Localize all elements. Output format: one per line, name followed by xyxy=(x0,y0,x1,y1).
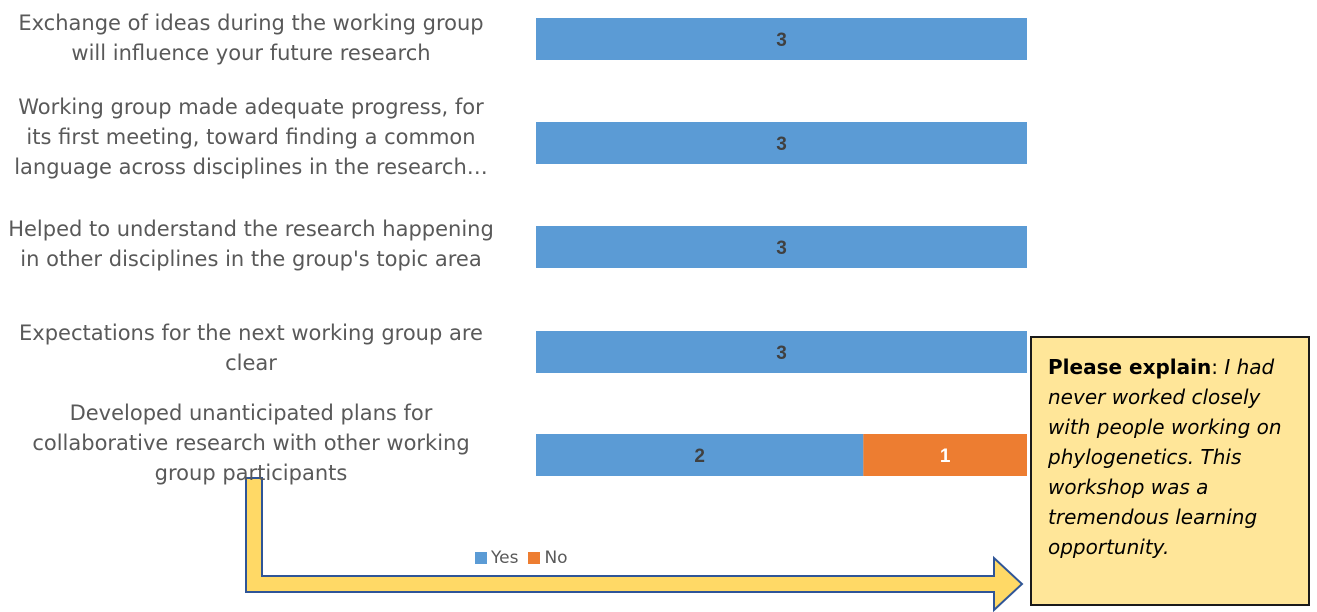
bar-yes-3 xyxy=(536,226,1027,268)
category-label-2: Working group made adequate progress, fo… xyxy=(0,92,511,182)
category-label-4: Expectations for the next working group … xyxy=(0,318,511,378)
bar-yes-1 xyxy=(536,18,1027,60)
category-label-line: its first meeting, toward finding a comm… xyxy=(26,125,476,149)
category-label-1: Exchange of ideas during the working gro… xyxy=(0,8,511,68)
data-label-yes-4: 3 xyxy=(776,343,787,364)
explanation-callout: Please explain: I had never worked close… xyxy=(1030,336,1310,606)
category-label-5: Developed unanticipated plans for collabo… xyxy=(0,398,511,488)
data-label-yes-3: 3 xyxy=(776,238,787,259)
callout-arrow xyxy=(245,477,1024,612)
bar-yes-4 xyxy=(536,331,1027,373)
legend-label-no: No xyxy=(544,548,568,568)
data-label-yes-1: 3 xyxy=(776,30,787,51)
legend: Yes No xyxy=(475,547,568,569)
category-label-line: Helped to understand the research happen… xyxy=(8,217,494,241)
category-label-line: group participants xyxy=(154,461,348,485)
category-label-line: in other disciplines in the group's topi… xyxy=(20,247,482,271)
category-label-3: Helped to understand the research happen… xyxy=(0,214,511,274)
category-label-line: Expectations for the next working group … xyxy=(19,321,483,345)
data-label-yes-2: 3 xyxy=(776,134,787,155)
legend-swatch-yes xyxy=(475,552,487,564)
callout-text: I had never worked closely with people w… xyxy=(1048,355,1282,559)
legend-item-no: No xyxy=(528,548,568,568)
category-label-line: language across disciplines in the resea… xyxy=(14,155,488,179)
legend-swatch-no xyxy=(528,552,541,564)
bar-yes-5 xyxy=(536,434,864,476)
category-label-line: Exchange of ideas during the working gro… xyxy=(18,11,484,35)
callout-label: Please explain xyxy=(1048,355,1212,379)
bars-group: 3 3 3 3 2 1 xyxy=(536,18,1027,476)
callout-separator: : xyxy=(1211,355,1225,379)
category-label-line: will influence your future research xyxy=(71,41,431,65)
category-label-line: Working group made adequate progress, fo… xyxy=(18,95,484,119)
legend-item-yes: Yes xyxy=(475,548,518,568)
legend-label-yes: Yes xyxy=(491,548,519,568)
bar-no-5 xyxy=(863,434,1027,476)
category-label-line: Developed unanticipated plans for xyxy=(69,401,433,425)
bar-yes-2 xyxy=(536,122,1027,164)
category-label-line: clear xyxy=(225,351,277,375)
data-label-no-5: 1 xyxy=(940,446,951,467)
data-label-yes-5: 2 xyxy=(694,446,705,467)
category-label-line: collaborative research with other workin… xyxy=(32,431,470,455)
